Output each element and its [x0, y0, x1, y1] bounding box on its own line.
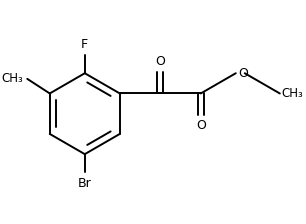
Text: O: O [238, 67, 248, 80]
Text: O: O [155, 55, 165, 68]
Text: F: F [81, 38, 88, 51]
Text: CH₃: CH₃ [282, 87, 303, 100]
Text: CH₃: CH₃ [2, 72, 23, 85]
Text: O: O [196, 119, 206, 132]
Text: Br: Br [78, 177, 92, 190]
